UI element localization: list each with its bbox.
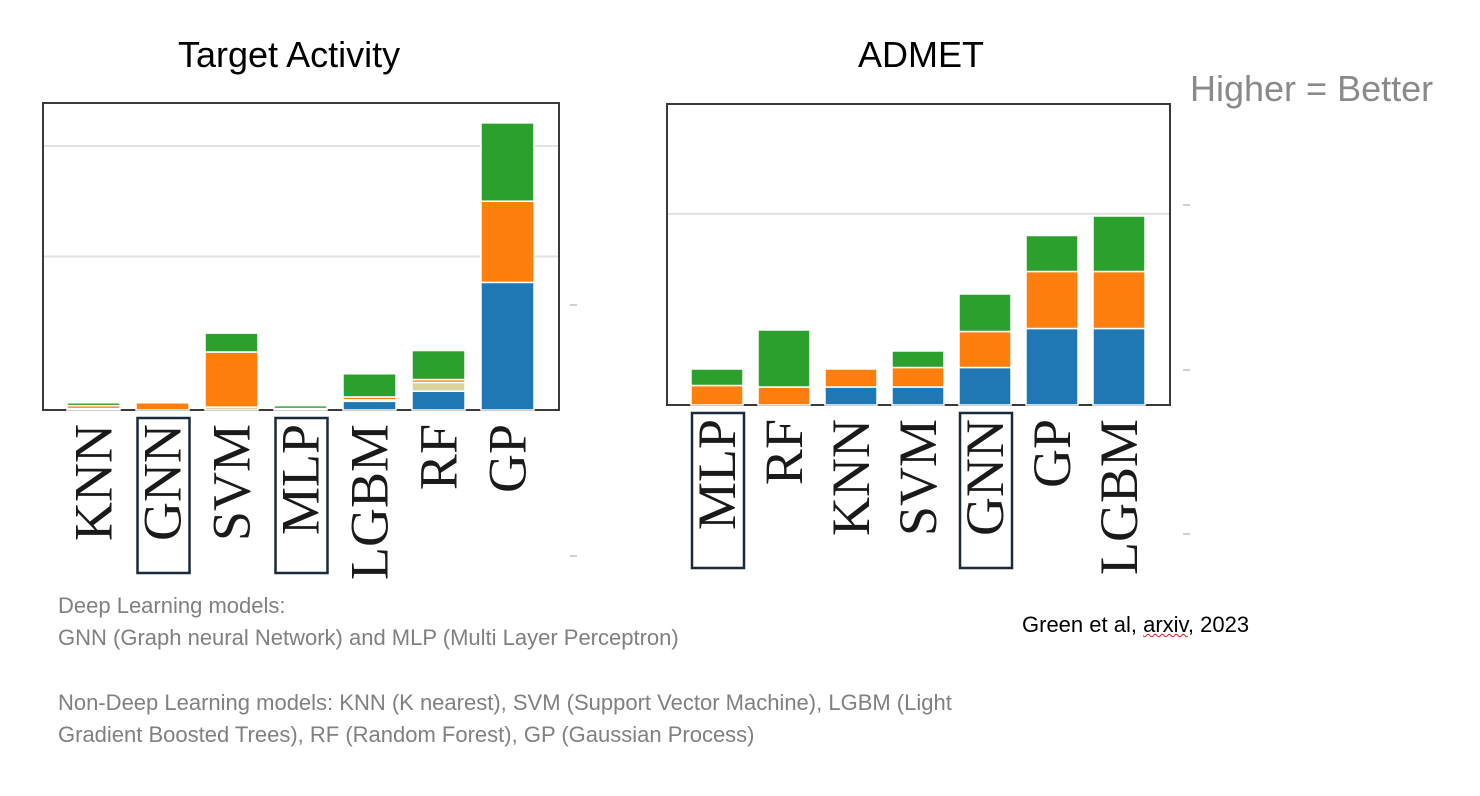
admet-label-knn: KNN bbox=[821, 419, 881, 536]
target-activity-bar-svm-orange bbox=[204, 351, 259, 408]
citation-authors: Green et al, bbox=[1022, 612, 1144, 637]
admet-bar-lgbm-green bbox=[1092, 215, 1146, 273]
target-activity-highlight-box-gnn bbox=[136, 416, 191, 575]
target-activity-bar-gp-blue bbox=[480, 281, 535, 411]
admet-label-rf: RF bbox=[754, 419, 814, 485]
admet-bar-lgbm-orange bbox=[1092, 270, 1146, 330]
admet-label-svm: SVM bbox=[888, 419, 948, 536]
bar-charts: KNN GNN SVM MLP LGBM RF GP MLP RF KNN SVM GNN GP LGB… bbox=[42, 102, 1190, 580]
chart-title-target-activity: Target Activity bbox=[178, 34, 401, 75]
admet-label-mlp: MLP bbox=[687, 419, 747, 530]
target-activity-highlight-box-mlp bbox=[274, 416, 329, 575]
admet-bar-knn-blue bbox=[824, 386, 878, 406]
admet-label-gp: GP bbox=[1022, 419, 1082, 488]
target-activity-bar-rf-green bbox=[411, 349, 466, 381]
target-activity-bar-rf-tan bbox=[411, 381, 466, 392]
chart-title-admet: ADMET bbox=[858, 34, 984, 75]
target-activity-bar-rf-blue bbox=[411, 390, 466, 411]
admet-bar-gnn-orange bbox=[958, 330, 1012, 369]
target-activity-label-lgbm: LGBM bbox=[340, 424, 400, 580]
deep-learning-list: GNN (Graph neural Network) and MLP (Mult… bbox=[58, 625, 679, 650]
admet-label-gnn: GNN bbox=[955, 419, 1015, 536]
citation: Green et al, arxiv, 2023 bbox=[1022, 612, 1249, 638]
non-deep-learning-caption: Non-Deep Learning models: KNN (K nearest… bbox=[58, 690, 952, 747]
deep-learning-title: Deep Learning models: bbox=[58, 593, 286, 618]
admet-bar-mlp-green bbox=[690, 368, 744, 387]
citation-source: arxiv bbox=[1143, 612, 1188, 637]
higher-better-note: Higher = Better bbox=[1190, 68, 1434, 109]
admet-plot: MLP RF KNN SVM GNN GP LGBM bbox=[666, 103, 1190, 575]
target-activity-bar-knn-green bbox=[66, 402, 121, 407]
admet-bar-svm-green bbox=[891, 350, 945, 369]
target-activity-bar-gnn-green bbox=[135, 400, 190, 404]
admet-bar-rf-green bbox=[757, 329, 811, 388]
admet-bar-knn-orange bbox=[824, 368, 878, 388]
admet-bar-gnn-blue bbox=[958, 366, 1012, 406]
target-activity-label-svm: SVM bbox=[202, 424, 262, 541]
target-activity-bar-gnn-orange bbox=[135, 402, 190, 411]
admet-bar-gp-green bbox=[1025, 234, 1079, 273]
admet-bar-gp-orange bbox=[1025, 270, 1079, 330]
admet-bar-svm-blue bbox=[891, 386, 945, 406]
admet-bar-mlp-orange bbox=[690, 384, 744, 406]
admet-bar-lgbm-blue bbox=[1092, 327, 1146, 406]
admet-bar-svm-orange bbox=[891, 366, 945, 388]
target-activity-plot: KNN GNN SVM MLP LGBM RF GP bbox=[42, 102, 577, 580]
target-activity-label-rf: RF bbox=[409, 424, 469, 490]
target-activity-label-knn: KNN bbox=[64, 424, 124, 541]
target-activity-bar-lgbm-green bbox=[342, 373, 397, 398]
target-activity-label-gnn: GNN bbox=[133, 424, 193, 541]
citation-year: , 2023 bbox=[1187, 612, 1250, 637]
target-activity-bar-gp-green bbox=[480, 122, 535, 202]
target-activity-bar-mlp-green bbox=[273, 404, 328, 410]
target-activity-label-mlp: MLP bbox=[271, 424, 331, 535]
admet-highlight-box-gnn bbox=[958, 411, 1014, 570]
target-activity-bar-lgbm-blue bbox=[342, 400, 397, 411]
target-activity-bar-gp-orange bbox=[480, 200, 535, 284]
target-activity-bar-svm-green bbox=[204, 332, 259, 353]
deep-learning-caption: Deep Learning models: GNN (Graph neural … bbox=[58, 590, 679, 654]
target-activity-label-gp: GP bbox=[478, 424, 538, 493]
admet-label-lgbm: LGBM bbox=[1089, 419, 1149, 575]
admet-bar-gnn-green bbox=[958, 293, 1012, 333]
admet-highlight-box-mlp bbox=[690, 411, 746, 570]
admet-bar-gp-blue bbox=[1025, 327, 1079, 406]
admet-bar-rf-orange bbox=[757, 386, 811, 406]
